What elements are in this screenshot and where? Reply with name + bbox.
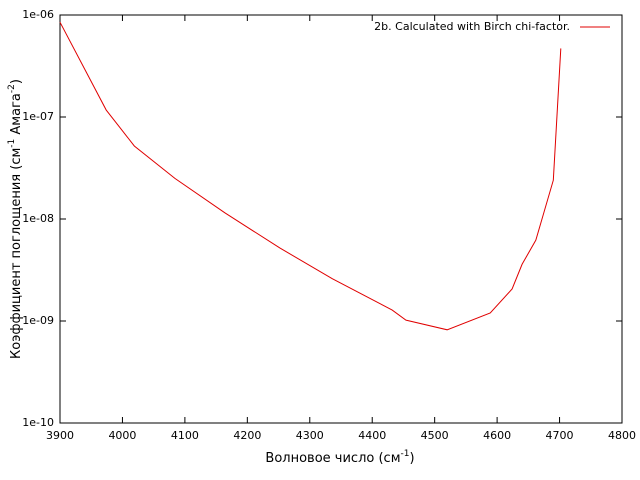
x-tick-label: 4100 bbox=[171, 429, 199, 442]
x-axis-label: Волновое число (см-1) bbox=[265, 449, 414, 466]
x-tick-label: 4200 bbox=[233, 429, 261, 442]
x-tick-label: 4300 bbox=[296, 429, 324, 442]
legend-label: 2b. Calculated with Birch chi-factor. bbox=[374, 20, 570, 33]
plot-border bbox=[59, 14, 623, 424]
y-axis-label: Коэффициент поглощения (см-1 Амага-2) bbox=[7, 79, 24, 359]
x-tick-label: 4700 bbox=[546, 429, 574, 442]
y-tick-label: 1e-09 bbox=[22, 314, 54, 327]
y-tick-label: 1e-06 bbox=[22, 8, 54, 21]
x-tick-label: 4500 bbox=[421, 429, 449, 442]
x-tick-label: 4000 bbox=[108, 429, 136, 442]
x-tick-label: 3900 bbox=[46, 429, 74, 442]
y-tick-label: 1e-07 bbox=[22, 110, 54, 123]
x-tick-label: 4600 bbox=[483, 429, 511, 442]
x-tick-label: 4800 bbox=[608, 429, 636, 442]
y-tick-label: 1e-10 bbox=[22, 416, 54, 429]
x-tick-label: 4400 bbox=[358, 429, 386, 442]
series-line bbox=[59, 21, 562, 331]
y-tick-label: 1e-08 bbox=[22, 212, 54, 225]
